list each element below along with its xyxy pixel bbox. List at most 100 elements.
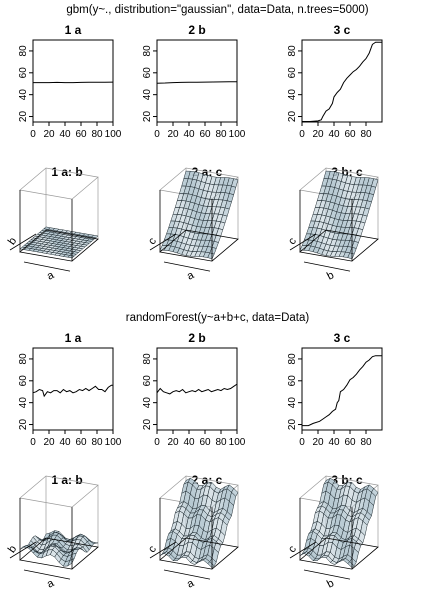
line-plot-1-2-y-tick-label: 40 <box>142 89 153 101</box>
line-plot-1-2-y-tick-label: 20 <box>142 111 153 123</box>
line-plot-2-2-y-tick-label: 20 <box>142 419 153 431</box>
line-plot-2-1-title: 1 a <box>65 331 82 345</box>
line-plot-1-3-x-tick-label: 80 <box>360 129 372 140</box>
line-plot-1-2-x-tick-label: 20 <box>167 129 179 140</box>
line-plot-1-3-series-line <box>302 41 382 122</box>
line-plot-1-3-y-tick-label: 80 <box>287 45 298 57</box>
surface-plot-2-1-box-bottom <box>19 537 99 570</box>
line-plot-2-2-x-tick-label: 40 <box>183 437 195 448</box>
surface-plot-1-2-surface-mesh <box>159 170 239 260</box>
surface-plot-2-2: 2 a: cac <box>146 473 239 591</box>
line-plot-2-3-x-tick-label: 40 <box>328 437 340 448</box>
surface-plot-2-2-box-bottom <box>159 537 239 570</box>
line-plot-1-1-frame <box>32 39 114 123</box>
line-plot-1-3-y-tick-label: 20 <box>287 111 298 123</box>
surface-plot-2-1-y-axis-arrow <box>9 541 37 559</box>
line-plot-1-1-x-tick-label: 60 <box>75 129 87 140</box>
line-plot-2-3-x-tick-label: 80 <box>360 437 372 448</box>
line-plot-2-2-title: 2 b <box>188 331 205 345</box>
surface-plot-1-2-x-axis-arrow <box>163 261 211 272</box>
line-plot-1-2-frame <box>156 39 238 123</box>
line-plot-1-3-y-tick-label: 40 <box>287 89 298 101</box>
surface-plot-2-3-y-axis-label: c <box>286 543 299 555</box>
line-plot-1-1-title: 1 a <box>65 23 82 37</box>
randomforest-section-heading: randomForest(y~a+b+c, data=Data) <box>126 312 310 324</box>
line-plot-2-1-x-tick-label: 20 <box>43 437 55 448</box>
line-plot-1-2-y-tick-label: 60 <box>142 67 153 79</box>
line-plot-1-2-y-tick-label: 80 <box>142 45 153 57</box>
line-plot-2-1-x-tick-label: 80 <box>91 437 103 448</box>
line-plot-2-1-frame <box>32 347 114 431</box>
surface-plot-1-2: 2 a: cac <box>146 165 239 283</box>
surface-plot-2-1-x-axis-label: a <box>45 577 57 591</box>
line-plot-2-3-y-tick-label: 60 <box>287 375 298 387</box>
surface-plot-1-3-y-axis-arrow <box>289 233 317 251</box>
surface-plot-2-3: 3 b: cbc <box>286 473 379 591</box>
line-plot-2-2-y-tick-label: 60 <box>142 375 153 387</box>
surface-plot-1-3-box-bottom <box>299 229 379 262</box>
line-plot-1-1-x-tick-label: 100 <box>105 129 122 140</box>
line-plot-2-3-y-tick-label: 20 <box>287 419 298 431</box>
line-plot-1-3-y-tick-label: 60 <box>287 67 298 79</box>
line-plot-1-2-title: 2 b <box>188 23 205 37</box>
line-plot-1-1-y-tick-label: 40 <box>18 89 29 101</box>
surface-plot-2-1: 1 a: bab <box>6 473 99 591</box>
surface-plot-2-3-surface-mesh <box>299 477 379 569</box>
surface-plot-1-1-y-axis-arrow <box>9 233 37 251</box>
line-plot-1-3-frame <box>301 39 383 123</box>
surface-plot-2-3-x-axis-label: b <box>325 577 336 590</box>
surface-plot-1-1: 1 a: bab <box>6 165 99 283</box>
line-plot-2-1-y-tick-label: 40 <box>18 397 29 409</box>
line-plot-2-3-y-tick-label: 80 <box>287 353 298 365</box>
surface-plot-2-1-x-axis-arrow <box>23 569 71 580</box>
line-plot-2-2-x-tick-label: 20 <box>167 437 179 448</box>
line-plot-1-2-series-line <box>156 81 237 84</box>
line-plot-1-1-x-tick-label: 20 <box>43 129 55 140</box>
surface-plot-2-3-x-axis-arrow <box>303 569 351 580</box>
line-plot-2-1-x-tick-label: 60 <box>75 437 87 448</box>
line-plot-1-1-x-tick-label: 80 <box>91 129 103 140</box>
line-plot-1-1-x-tick-label: 40 <box>59 129 71 140</box>
line-plot-1-1-y-tick-label: 80 <box>18 45 29 57</box>
line-plot-2-2-x-tick-label: 60 <box>199 437 211 448</box>
surface-plot-2-2-x-axis-arrow <box>163 569 211 580</box>
surface-plot-1-2-y-axis-arrow <box>149 233 177 251</box>
surface-plot-1-1-x-axis-label: a <box>45 269 57 283</box>
surface-plot-1-1-surface-mesh <box>19 226 99 259</box>
surface-plot-1-1-box-bottom <box>19 229 99 262</box>
surface-plot-1-3-x-axis-arrow <box>303 261 351 272</box>
line-plot-2-3-title: 3 c <box>334 331 351 345</box>
line-plot-2-2-x-tick-label: 0 <box>154 437 160 448</box>
line-plot-2-1-x-tick-label: 0 <box>30 437 36 448</box>
surface-plot-2-1-y-axis-label: b <box>6 543 19 555</box>
surface-plot-1-2-x-axis-label: a <box>185 269 197 283</box>
line-plot-2-3-x-tick-label: 0 <box>299 437 305 448</box>
surface-plot-1-3-x-axis-label: b <box>325 269 336 282</box>
line-plot-2-2-series-line <box>156 383 238 395</box>
line-plot-1-1-series-line <box>33 81 114 84</box>
line-plot-1-3-x-tick-label: 20 <box>312 129 324 140</box>
line-plot-2-1-series-line <box>32 384 113 398</box>
surface-plot-1-3-y-axis-label: c <box>286 235 299 247</box>
surface-plot-1-3: 3 b: cbc <box>286 165 379 283</box>
line-plot-1-1-y-tick-label: 20 <box>18 111 29 123</box>
line-plot-2-1-y-tick-label: 60 <box>18 375 29 387</box>
surface-plot-1-2-y-axis-label: c <box>146 235 159 247</box>
surface-plot-2-2-y-axis-label: c <box>146 543 159 555</box>
line-plot-2-2-x-tick-label: 100 <box>229 437 246 448</box>
line-plot-1-3-title: 3 c <box>334 23 351 37</box>
surface-plot-1-1-x-axis-arrow <box>23 261 71 272</box>
line-plot-2-1-y-tick-label: 20 <box>18 419 29 431</box>
gbm-section-heading: gbm(y~., distribution="gaussian", data=D… <box>66 4 368 16</box>
line-plot-2-2-y-tick-label: 80 <box>142 353 153 365</box>
line-plot-2-3-x-tick-label: 20 <box>312 437 324 448</box>
gbm-section: gbm(y~., distribution="gaussian", data=D… <box>6 4 383 283</box>
surface-plot-2-2-surface-facet <box>207 561 215 569</box>
surface-plot-2-2-x-axis-label: a <box>185 577 197 591</box>
surface-plot-2-1-surface-mesh <box>19 530 99 567</box>
line-plot-1-3-x-tick-label: 0 <box>299 129 305 140</box>
